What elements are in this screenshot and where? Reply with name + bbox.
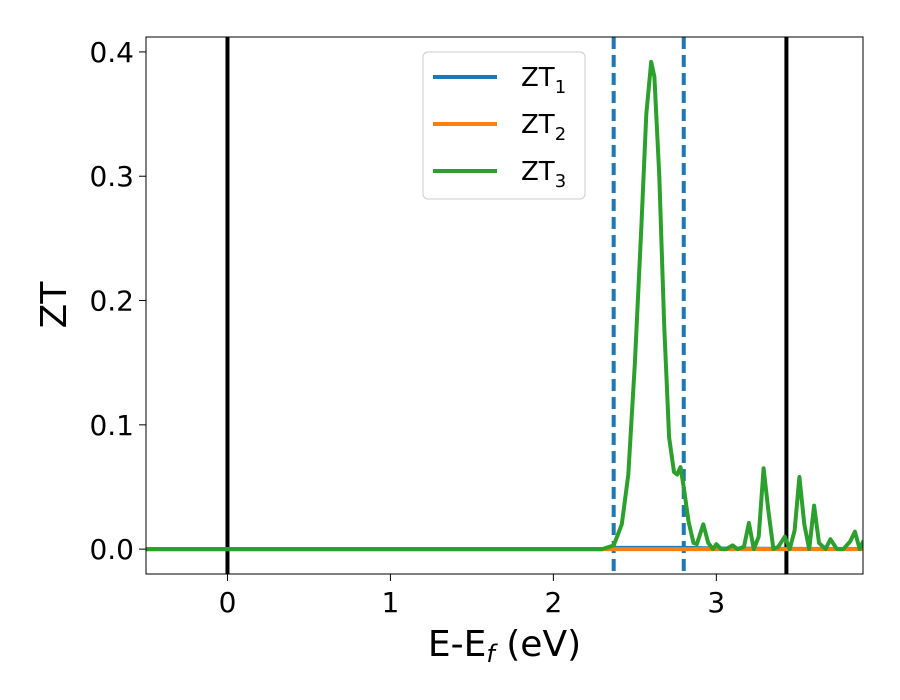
legend-label-2: ZT2 [521, 110, 566, 145]
series-line-3 [146, 59, 863, 552]
y-tick-label: 0.4 [89, 36, 134, 69]
y-tick-label: 0.0 [89, 533, 134, 566]
legend-label-1: ZT1 [521, 63, 566, 98]
x-tick-label: 0 [219, 586, 237, 619]
x-tick-label: 1 [382, 586, 400, 619]
y-tick-label: 0.1 [89, 409, 134, 442]
x-tick-label: 2 [544, 586, 562, 619]
x-axis-label: E-Ef (eV) [428, 624, 581, 668]
y-axis-label: ZT [34, 281, 75, 329]
legend-box [422, 51, 586, 200]
x-axis-label-unit: (eV) [495, 624, 581, 665]
y-tick-label: 0.3 [89, 160, 134, 193]
legend: ZT1 ZT2 ZT3 [422, 51, 586, 200]
y-tick-label: 0.2 [89, 285, 134, 318]
legend-label-3: ZT3 [521, 157, 566, 192]
plot-frame [145, 36, 864, 575]
x-tick-label: 3 [707, 586, 725, 619]
x-axis-label-main: E-E [428, 624, 486, 665]
